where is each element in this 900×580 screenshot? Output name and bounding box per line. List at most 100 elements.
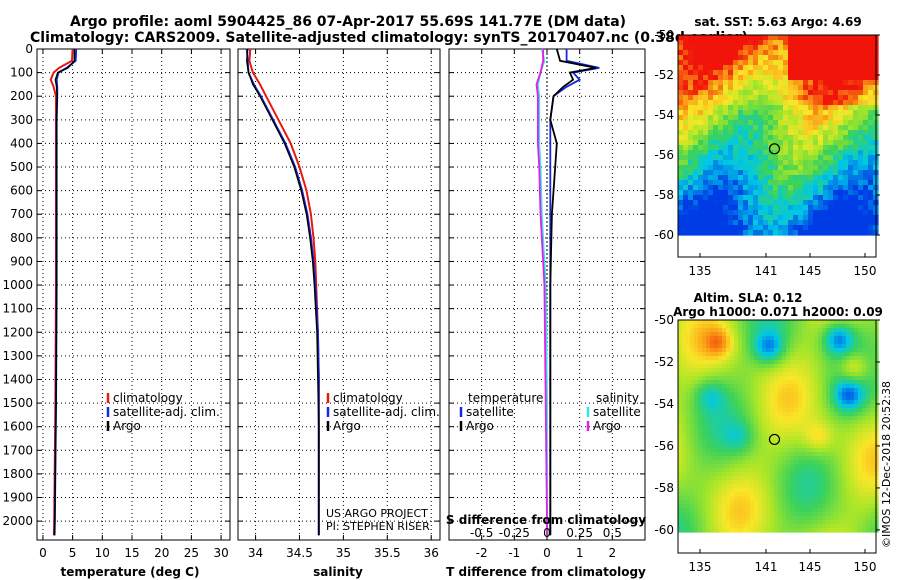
map-cell <box>703 145 709 151</box>
map-cell <box>698 476 703 481</box>
map-cell <box>686 400 691 405</box>
map-cell <box>798 200 804 206</box>
map-cell <box>746 336 751 341</box>
map-cell <box>818 528 823 533</box>
map-cell <box>718 456 723 461</box>
map-cell <box>773 90 779 96</box>
map-cell <box>763 190 769 196</box>
map-cell <box>843 185 849 191</box>
map-cell <box>758 452 763 457</box>
map-cell <box>850 416 855 421</box>
map-cell <box>843 230 849 236</box>
map-cell <box>714 408 719 413</box>
map-cell <box>823 155 829 161</box>
map-cell <box>798 348 803 353</box>
map-cell <box>793 50 799 56</box>
map-cell <box>803 145 809 151</box>
map-cell <box>682 356 687 361</box>
map-cell <box>706 516 711 521</box>
map-cell <box>758 332 763 337</box>
map-cell <box>758 320 763 325</box>
map-cell <box>774 476 779 481</box>
map-cell <box>822 396 827 401</box>
map-cell <box>738 428 743 433</box>
map-cell <box>813 135 819 141</box>
map-cell <box>866 332 871 337</box>
map-cell <box>710 320 715 325</box>
map-cell <box>868 55 874 61</box>
map-cell <box>802 404 807 409</box>
map-cell <box>766 404 771 409</box>
map-cell <box>838 452 843 457</box>
map-cell <box>694 512 699 517</box>
map-cell <box>774 356 779 361</box>
map-cell <box>686 528 691 533</box>
map-cell <box>802 456 807 461</box>
map-cell <box>858 424 863 429</box>
map-cell <box>848 180 854 186</box>
map-cell <box>708 220 714 226</box>
map-cell <box>686 496 691 501</box>
map-cell <box>808 210 814 216</box>
map-cell <box>806 476 811 481</box>
map-cell <box>798 364 803 369</box>
map-cell <box>714 440 719 445</box>
map-cell <box>706 380 711 385</box>
map-cell <box>758 336 763 341</box>
map-cell <box>822 452 827 457</box>
map-cell <box>828 195 834 201</box>
map-cell <box>713 65 719 71</box>
map-cell <box>810 388 815 393</box>
map-cell <box>798 524 803 529</box>
map-cell <box>790 496 795 501</box>
map-cell <box>833 105 839 111</box>
map-cell <box>838 70 844 76</box>
map-cell <box>748 185 754 191</box>
map-cell <box>863 205 869 211</box>
map-cell <box>828 55 834 61</box>
map-cell <box>770 524 775 529</box>
map-cell <box>846 448 851 453</box>
map-cell <box>702 436 707 441</box>
map-cell <box>828 60 834 66</box>
map-cell <box>834 336 839 341</box>
map-cell <box>808 130 814 136</box>
map-cell <box>843 100 849 106</box>
map-cell <box>833 70 839 76</box>
map-cell <box>858 432 863 437</box>
x-tick-label: 1 <box>576 546 584 560</box>
map-cell <box>768 185 774 191</box>
map-cell <box>708 165 714 171</box>
map-cell <box>710 456 715 461</box>
map-cell <box>858 35 864 41</box>
map-cell <box>794 344 799 349</box>
map-cell <box>802 416 807 421</box>
map-cell <box>688 200 694 206</box>
map-cell <box>710 376 715 381</box>
map-cell <box>706 328 711 333</box>
map-cell <box>710 452 715 457</box>
map-cell <box>793 175 799 181</box>
map-cell <box>823 140 829 146</box>
map-cell <box>733 45 739 51</box>
map-cell <box>743 195 749 201</box>
map-cell <box>778 428 783 433</box>
map-cell <box>738 448 743 453</box>
map-cell <box>723 95 729 101</box>
map-cell <box>858 50 864 56</box>
map-cell <box>806 508 811 513</box>
map-cell <box>854 328 859 333</box>
map-cell <box>762 332 767 337</box>
map-cell <box>754 456 759 461</box>
map-cell <box>713 205 719 211</box>
map-cell <box>868 65 874 71</box>
map-cell <box>738 424 743 429</box>
map-cell <box>734 448 739 453</box>
map-cell <box>683 135 689 141</box>
map-cell <box>854 380 859 385</box>
map-cell <box>768 135 774 141</box>
map-cell <box>733 120 739 126</box>
map-cell <box>826 436 831 441</box>
map-cell <box>738 95 744 101</box>
map-cell <box>828 210 834 216</box>
